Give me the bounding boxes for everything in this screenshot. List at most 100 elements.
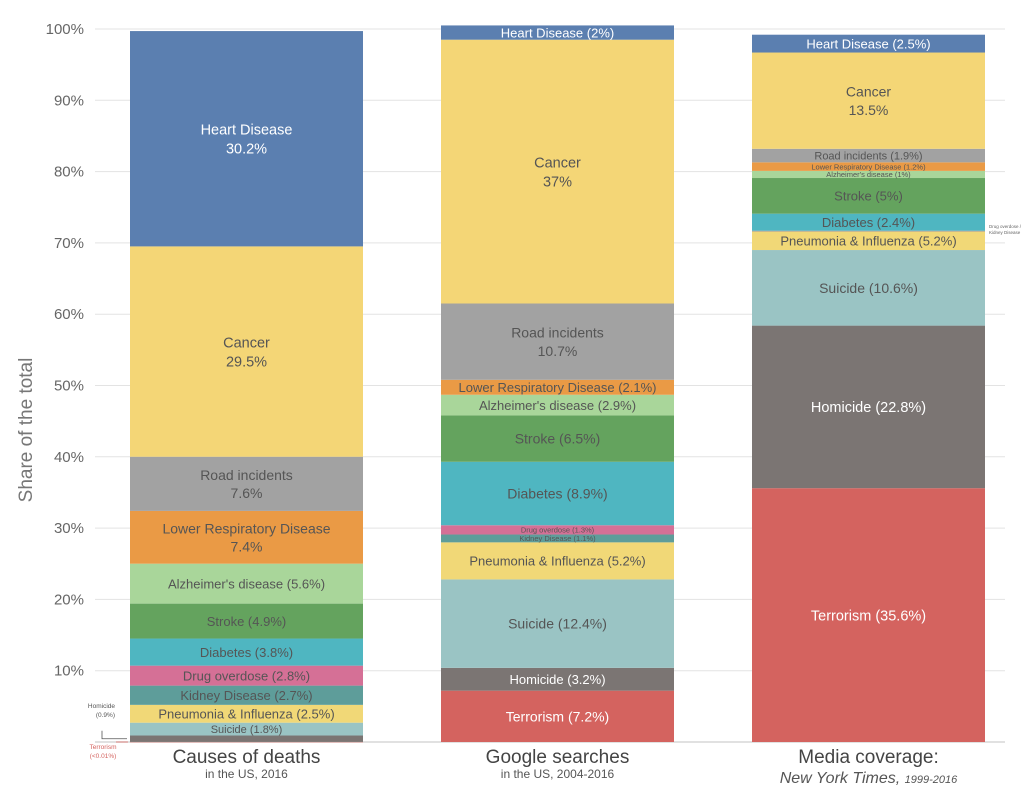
column-google-searches: Terrorism (7.2%) Homicide (3.2%) Suicide (… [441,25,674,742]
bar-segment-stroke [130,603,363,639]
y-tick-label: 10% [54,663,84,680]
segment-label-alzheimer-s-disease: Alzheimer's disease (1%) [826,170,911,179]
segment-label-stroke: Stroke (4.9%) [207,614,286,629]
y-tick-label: 60% [54,306,84,323]
segment-label-pneumonia-influenza: Pneumonia & Influenza (5.2%) [469,554,645,569]
segment-label-homicide: Homicide (3.2%) [509,672,605,687]
bar-segment-suicide [130,722,363,736]
segment-label-kidney-disease: Kidney Disease (2.7%) [180,688,312,703]
segment-label-cancer: Cancer 13.5% [846,84,891,118]
segment-label-diabetes: Diabetes (8.9%) [507,486,607,502]
bar-segment-road-incidents [441,303,674,380]
y-tick-label: 90% [54,92,84,109]
bar-segment-suicide [441,579,674,668]
segment-label-drug-overdose: Drug overdose (1.3%) [521,526,595,535]
segment-label-cancer: Cancer 29.5% [223,335,270,370]
segment-label-lower-respiratory-disease: Lower Respiratory Disease (1.2%) [811,162,926,171]
segment-label-heart-disease: Heart Disease (2.5%) [806,36,930,51]
bar-segment-stroke [441,415,674,462]
column-title: Google searches [486,747,630,768]
bar-segment-road-incidents [130,456,363,511]
bar-segment-lower-respiratory-disease [130,510,363,564]
segment-label-road-incidents: Road incidents 10.7% [511,325,604,359]
segment-label-road-incidents: Road incidents (1.9%) [814,151,922,163]
annotations: Terrorism (<0.01%) Homicide (0.9%) Drug over… [88,224,1022,760]
segment-label-pneumonia-influenza: Pneumonia & Influenza (5.2%) [780,233,956,248]
annotation-homicide: Homicide (0.9%) [88,703,115,719]
segment-label-stroke: Stroke (6.5%) [515,431,601,447]
segment-label-cancer: Cancer 37% [534,155,581,190]
bar-segment-stroke [752,178,985,214]
bar-segment-pneumonia-influenza [130,704,363,723]
segment-label-lower-respiratory-disease: Lower Respiratory Disease (2.1%) [459,380,657,395]
bar-segment-drug-overdose [130,665,363,686]
bar-segment-suicide [752,250,985,326]
y-tick-label: 30% [54,520,84,537]
segment-label-terrorism: Terrorism (35.6%) [811,608,926,624]
y-tick-label: 70% [54,235,84,252]
bar-segment-alzheimer-s-disease [441,394,674,416]
bar-segment-homicide [130,735,363,742]
bar-segment-kidney-disease [130,685,363,705]
segment-label-heart-disease: Heart Disease 30.2% [201,123,293,158]
column-subtitle: in the US, 2004-2016 [501,767,615,781]
bar-segment-alzheimer-s-disease [752,170,985,179]
bar-segment-diabetes [752,213,985,231]
segment-label-suicide: Suicide (1.8%) [211,724,283,736]
y-tick-label: 40% [54,449,84,466]
y-tick-label: 20% [54,591,84,608]
bar-segment-lower-respiratory-disease [441,379,674,395]
bar-segment-cancer [441,39,674,304]
segment-label-pneumonia-influenza: Pneumonia & Influenza (2.5%) [158,706,334,721]
homicide-annotation-line [101,730,127,740]
bar-segment-heart-disease [441,25,674,40]
segment-label-lower-respiratory-disease: Lower Respiratory Disease 7.4% [162,520,330,554]
segment-label-alzheimer-s-disease: Alzheimer's disease (5.6%) [168,576,325,591]
segment-label-alzheimer-s-disease: Alzheimer's disease (2.9%) [479,398,636,413]
bar-segment-alzheimer-s-disease [130,563,363,604]
annotation-terrorism: Terrorism (<0.01%) [89,744,116,760]
column-media-coverage: Terrorism (35.6%) Homicide (22.8%) Suicide… [752,34,985,742]
segment-label-stroke: Stroke (5%) [834,189,903,204]
segment-label-diabetes: Diabetes (3.8%) [200,645,293,660]
bar-segment-pneumonia-influenza [752,231,985,251]
bar-segment-kidney-disease [441,534,674,543]
y-tick-label: 80% [54,164,84,181]
bars: Suicide (1.8%) Pneumonia & Influenza (2.5… [130,25,985,743]
column-title: Media coverage: [798,747,938,768]
segment-label-homicide: Homicide (22.8%) [811,400,926,416]
segment-label-drug-overdose: Drug overdose (2.8%) [183,668,310,683]
y-tick-label: 100% [46,21,84,38]
bar-segment-pneumonia-influenza [441,542,674,580]
bar-segment-diabetes [441,461,674,526]
segment-label-heart-disease: Heart Disease (2%) [501,25,614,40]
annotation-drug-kidney: Drug overdose / Kidney Disease [989,224,1022,235]
segment-label-suicide: Suicide (10.6%) [819,280,918,296]
bar-segment-heart-disease [130,31,363,247]
y-axis-label: Share of the total [16,358,37,503]
bar-segment-diabetes [130,638,363,666]
bar-segment-cancer [752,52,985,149]
bar-segment-drug-overdose [441,525,674,535]
bar-segment-terrorism [752,488,985,742]
bar-segment-lower-respiratory-disease [752,162,985,171]
segment-label-diabetes: Diabetes (2.4%) [822,215,915,230]
segment-label-kidney-disease: Kidney Disease (1.1%) [519,534,596,543]
bar-segment-heart-disease [752,34,985,53]
bar-segment-homicide [752,325,985,489]
y-tick-label: 50% [54,378,84,395]
column-title: Causes of deaths [173,747,321,768]
bar-segment-homicide [441,667,674,691]
bar-segment-cancer [130,246,363,457]
column-causes-of-deaths: Suicide (1.8%) Pneumonia & Influenza (2.5… [130,31,363,743]
column-subtitle: New York Times, 1999-2016 [780,770,958,787]
bar-segment-road-incidents [752,148,985,163]
column-subtitle: in the US, 2016 [205,767,288,781]
segment-label-road-incidents: Road incidents 7.6% [200,467,293,501]
y-axis-ticks: 10% 20% 30% 40% 50% 60% 70% 80% 90% 100% [46,21,84,680]
segment-label-terrorism: Terrorism (7.2%) [506,708,609,724]
segment-label-suicide: Suicide (12.4%) [508,616,607,632]
bar-segment-terrorism [441,690,674,742]
